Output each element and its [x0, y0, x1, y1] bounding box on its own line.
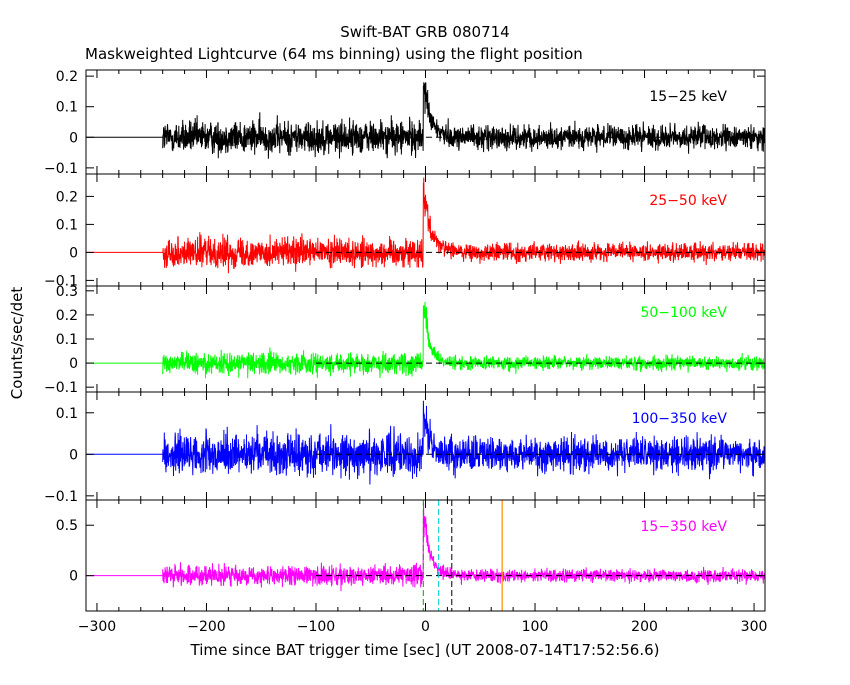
- y-tick-label: 0: [69, 569, 78, 585]
- lightcurve-series: [162, 82, 766, 159]
- energy-band-label: 100−350 keV: [632, 411, 728, 427]
- chart-subtitle: Maskweighted Lightcurve (64 ms binning) …: [85, 45, 583, 63]
- x-tick-label: −100: [297, 619, 335, 635]
- x-tick-label: 0: [421, 619, 430, 635]
- x-tick-label: −200: [187, 619, 225, 635]
- y-tick-label: 0.2: [56, 308, 78, 324]
- y-tick-label: 0: [69, 356, 78, 372]
- energy-band-label: 15−25 keV: [649, 89, 727, 105]
- y-tick-label: −0.1: [44, 161, 78, 177]
- lightcurve-series: [162, 502, 766, 592]
- y-tick-label: 0: [69, 245, 78, 261]
- y-tick-label: 0.1: [56, 332, 78, 348]
- chart-title: Swift-BAT GRB 080714: [340, 23, 509, 41]
- y-tick-label: 0.2: [56, 69, 78, 85]
- panel-frame: [85, 173, 766, 287]
- energy-band-label: 15−350 keV: [640, 519, 727, 535]
- x-axis-label: Time since BAT trigger time [sec] (UT 20…: [190, 641, 660, 659]
- y-tick-label: 0.1: [56, 406, 78, 422]
- x-tick-label: −300: [78, 619, 116, 635]
- y-tick-label: −0.1: [44, 380, 78, 396]
- lightcurve-series: [162, 177, 766, 274]
- energy-band-label: 25−50 keV: [649, 193, 727, 209]
- panel-frame: [85, 499, 766, 612]
- panel-1: −0.1 0 0.1 0.2 15−25 keV: [44, 69, 766, 177]
- y-tick-label: −0.1: [44, 273, 78, 289]
- y-tick-label: 0.3: [56, 284, 78, 300]
- panel-4: −0.1 0 0.1 100−350 keV: [44, 391, 766, 505]
- y-tick-label: 0.2: [56, 189, 78, 205]
- y-tick-label: 0.1: [56, 100, 78, 116]
- x-tick-label: 100: [522, 619, 549, 635]
- lightcurve-series: [162, 301, 766, 379]
- panel-3: −0.1 0 0.1 0.2 0.3 50−100 keV: [44, 284, 766, 396]
- x-tick-label: 200: [631, 619, 658, 635]
- energy-band-label: 50−100 keV: [640, 305, 727, 321]
- y-tick-label: 0: [69, 447, 78, 463]
- x-tick-label: 300: [741, 619, 768, 635]
- lightcurve-series: [162, 400, 766, 485]
- y-tick-label: −0.1: [44, 489, 78, 505]
- panel-5: 0 0.5 15−350 keV: [56, 499, 766, 612]
- panel-2: −0.1 0 0.1 0.2 25−50 keV: [44, 173, 766, 289]
- y-tick-label: 0.1: [56, 217, 78, 233]
- y-tick-label: 0.5: [56, 518, 78, 534]
- y-tick-label: 0: [69, 130, 78, 146]
- panels-group: −0.1 0 0.1 0.2 15−25 keV −0.1 0 0.1 0.2 25−50 keV…: [44, 69, 767, 635]
- y-axis-label: Counts/sec/det: [8, 287, 26, 400]
